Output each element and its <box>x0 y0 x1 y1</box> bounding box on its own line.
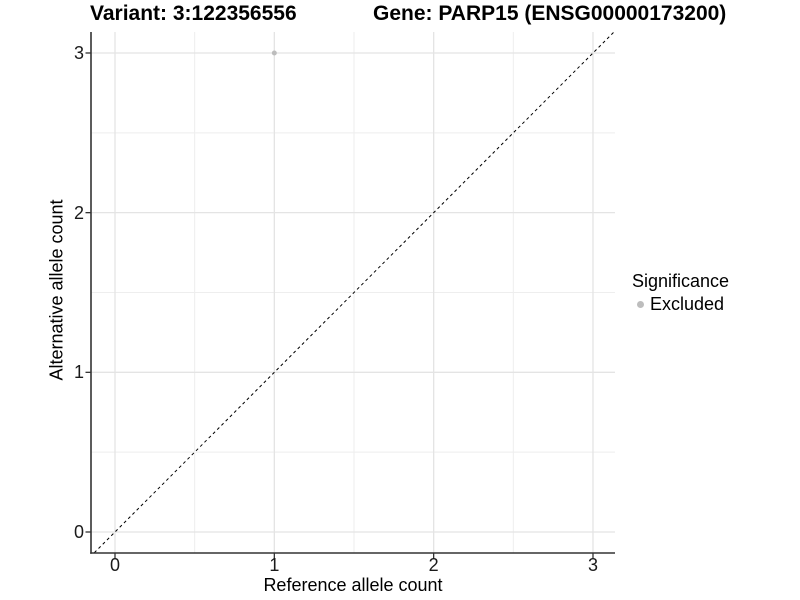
x-tick-label: 1 <box>269 555 280 575</box>
x-axis-title: Reference allele count <box>263 575 443 595</box>
x-tick-label: 0 <box>109 555 121 575</box>
x-tick-label: 3 <box>587 555 598 575</box>
plot-title-variant: Variant: 3:122356556 <box>90 2 297 25</box>
legend-item-label: Excluded <box>650 294 725 314</box>
legend-item: Excluded <box>632 294 729 314</box>
y-tick-label: 2 <box>73 202 84 223</box>
legend: Significance Excluded <box>632 270 729 314</box>
data-point <box>271 50 277 56</box>
y-tick-label: 3 <box>73 42 84 63</box>
x-tick-label: 2 <box>428 555 439 575</box>
legend-items: Excluded <box>632 294 729 314</box>
y-tick-label: 1 <box>73 362 84 383</box>
identity-reference-line <box>93 31 615 554</box>
y-tick-label: 0 <box>73 522 84 542</box>
legend-title: Significance <box>632 271 730 291</box>
y-axis-title: Alternative allele count <box>46 199 67 381</box>
plot-title-gene: Gene: PARP15 (ENSG00000173200) <box>373 2 727 25</box>
legend-key-dot-icon <box>637 300 644 308</box>
